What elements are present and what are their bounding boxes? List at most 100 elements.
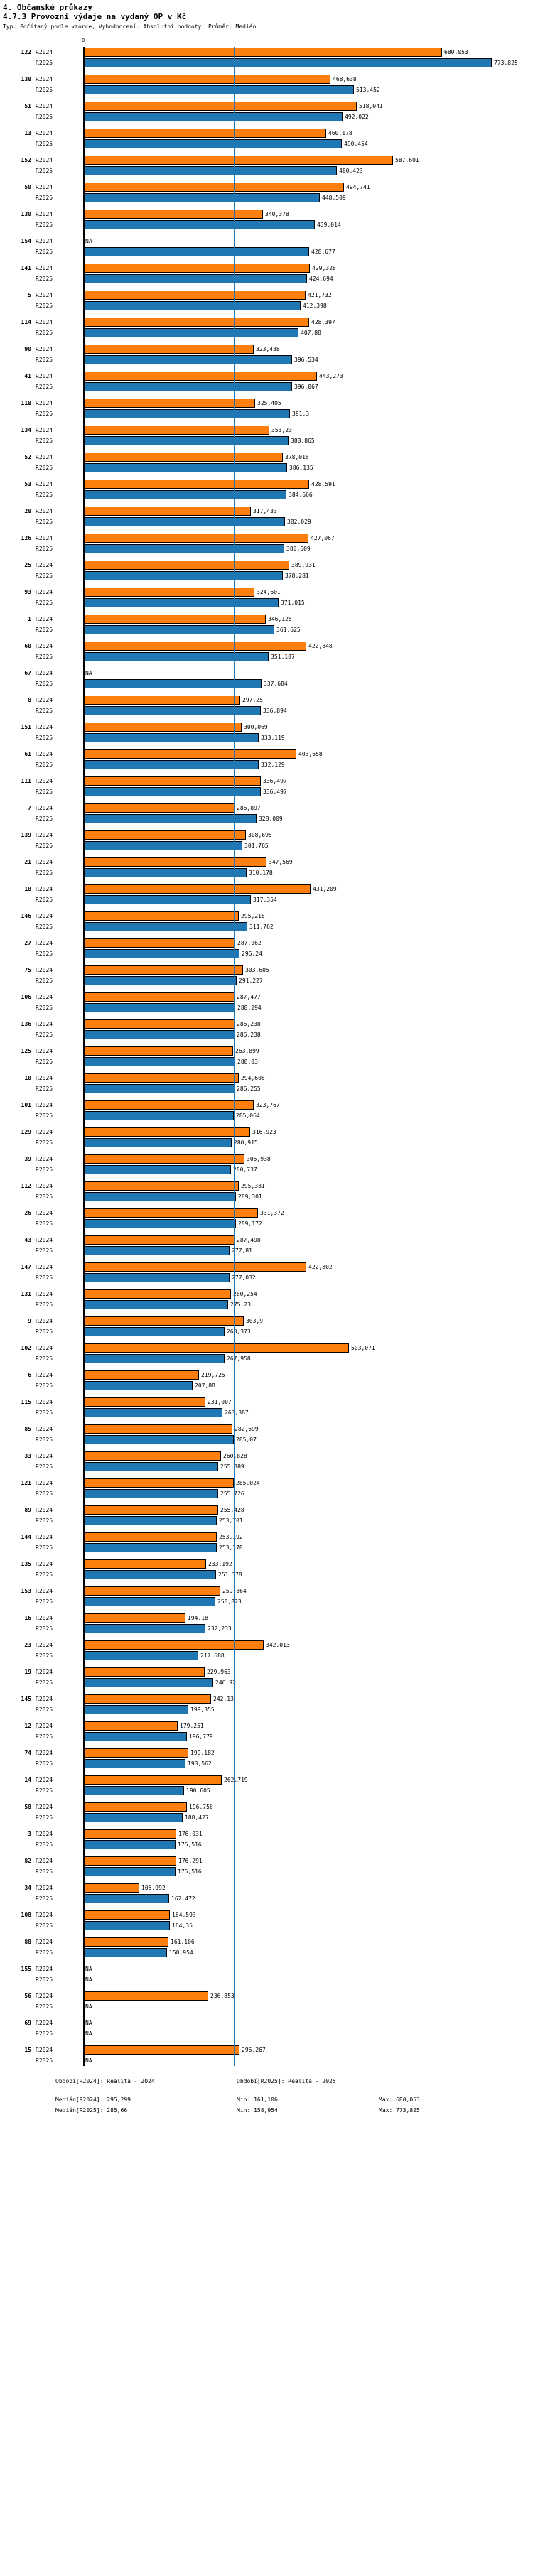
table-row[interactable]: 56 R2024 236,853: [0, 1991, 533, 2001]
table-row[interactable]: 12 R2024 179,251: [0, 1721, 533, 1731]
bar[interactable]: [83, 436, 289, 445]
table-row[interactable]: 152 R2024 587,601: [0, 155, 533, 166]
table-row[interactable]: R2025 288,294: [0, 1002, 533, 1013]
bar[interactable]: [83, 1424, 232, 1434]
table-row[interactable]: R2025 301,765: [0, 840, 533, 851]
bar[interactable]: [83, 1721, 178, 1731]
bar[interactable]: [83, 399, 255, 408]
bar[interactable]: [83, 85, 354, 94]
table-row[interactable]: 27 R2024 287,962: [0, 938, 533, 948]
table-row[interactable]: R2025 267,958: [0, 1353, 533, 1364]
bar[interactable]: [83, 561, 289, 570]
bar[interactable]: [83, 1111, 234, 1120]
table-row[interactable]: R2025 175,516: [0, 1839, 533, 1850]
bar[interactable]: [83, 733, 259, 742]
table-row[interactable]: 15 R2024 296,267: [0, 2045, 533, 2055]
table-row[interactable]: R2025 277,81: [0, 1245, 533, 1256]
bar[interactable]: [83, 1138, 232, 1147]
bar[interactable]: [83, 1219, 236, 1228]
bar[interactable]: [83, 48, 442, 57]
table-row[interactable]: 6 R2024 219,725: [0, 1370, 533, 1380]
bar[interactable]: [83, 1030, 235, 1039]
bar[interactable]: [83, 1192, 236, 1201]
table-row[interactable]: R2025 158,954: [0, 1947, 533, 1958]
bar[interactable]: [83, 1057, 235, 1066]
bar[interactable]: [83, 1559, 206, 1569]
bar[interactable]: [83, 1991, 208, 2001]
table-row[interactable]: R2025 407,88: [0, 328, 533, 338]
bar[interactable]: [83, 598, 279, 607]
table-row[interactable]: R2025 492,022: [0, 112, 533, 122]
bar[interactable]: [83, 696, 240, 705]
table-row[interactable]: 131 R2024 280,254: [0, 1289, 533, 1299]
bar[interactable]: [83, 1343, 349, 1353]
bar[interactable]: [83, 480, 309, 489]
table-row[interactable]: R2025 396,067: [0, 381, 533, 392]
bar[interactable]: [83, 156, 393, 165]
bar[interactable]: [83, 1073, 239, 1083]
table-row[interactable]: 60 R2024 422,848: [0, 641, 533, 651]
table-row[interactable]: R2025 412,398: [0, 301, 533, 311]
table-row[interactable]: R2025 162,472: [0, 1893, 533, 1904]
bar[interactable]: [83, 1532, 217, 1542]
bar[interactable]: [83, 2045, 239, 2055]
bar[interactable]: [83, 1316, 244, 1326]
table-row[interactable]: R2025 251,378: [0, 1569, 533, 1580]
bar[interactable]: [83, 1154, 244, 1164]
bar[interactable]: [83, 328, 298, 337]
table-row[interactable]: R2025 255,389: [0, 1461, 533, 1472]
table-row[interactable]: R2025 NA: [0, 2055, 533, 2066]
table-row[interactable]: 13 R2024 460,178: [0, 128, 533, 139]
bar[interactable]: [83, 264, 310, 273]
table-row[interactable]: 25 R2024 389,931: [0, 560, 533, 570]
table-row[interactable]: 112 R2024 295,381: [0, 1181, 533, 1191]
bar[interactable]: [83, 1003, 235, 1012]
table-row[interactable]: 41 R2024 443,273: [0, 371, 533, 381]
bar[interactable]: [83, 1370, 199, 1380]
table-row[interactable]: 126 R2024 427,067: [0, 533, 533, 543]
table-row[interactable]: R2025 378,281: [0, 570, 533, 581]
table-row[interactable]: R2025 196,779: [0, 1731, 533, 1742]
table-row[interactable]: 53 R2024 428,591: [0, 479, 533, 489]
table-row[interactable]: 61 R2024 403,658: [0, 749, 533, 759]
bar[interactable]: [83, 490, 286, 499]
table-row[interactable]: R2025 288,03: [0, 1056, 533, 1067]
bar[interactable]: [83, 1613, 185, 1623]
bar[interactable]: [83, 868, 247, 877]
table-row[interactable]: R2025 382,029: [0, 516, 533, 527]
table-row[interactable]: R2025 333,119: [0, 732, 533, 743]
table-row[interactable]: 154 R2024 NA: [0, 236, 533, 247]
bar[interactable]: [83, 1910, 170, 1920]
bar[interactable]: [83, 652, 269, 661]
table-row[interactable]: 39 R2024 305,938: [0, 1154, 533, 1164]
bar[interactable]: [83, 112, 343, 121]
table-row[interactable]: R2025 336,894: [0, 705, 533, 716]
bar[interactable]: [83, 534, 308, 543]
table-row[interactable]: 93 R2024 324,601: [0, 587, 533, 597]
table-row[interactable]: 85 R2024 282,699: [0, 1424, 533, 1434]
table-row[interactable]: 75 R2024 303,605: [0, 965, 533, 975]
table-row[interactable]: R2025 NA: [0, 1974, 533, 1985]
table-row[interactable]: 88 R2024 161,106: [0, 1937, 533, 1947]
table-row[interactable]: 147 R2024 422,802: [0, 1262, 533, 1272]
table-row[interactable]: 52 R2024 378,016: [0, 452, 533, 462]
table-row[interactable]: 139 R2024 308,695: [0, 830, 533, 840]
bar[interactable]: [83, 274, 307, 283]
table-row[interactable]: R2025 388,865: [0, 435, 533, 446]
table-row[interactable]: 26 R2024 331,372: [0, 1208, 533, 1218]
bar[interactable]: [83, 247, 309, 256]
bar[interactable]: [83, 1489, 218, 1498]
bar[interactable]: [83, 965, 243, 975]
table-row[interactable]: 69 R2024 NA: [0, 2018, 533, 2028]
bar[interactable]: [83, 193, 320, 202]
table-row[interactable]: 138 R2024 468,638: [0, 74, 533, 85]
table-row[interactable]: 33 R2024 260,828: [0, 1451, 533, 1461]
table-row[interactable]: R2025 337,684: [0, 678, 533, 689]
table-row[interactable]: 130 R2024 340,378: [0, 209, 533, 220]
bar[interactable]: [83, 1246, 230, 1255]
bar[interactable]: [83, 1748, 188, 1758]
bar[interactable]: [83, 1867, 176, 1876]
bar[interactable]: [83, 301, 301, 310]
table-row[interactable]: R2025 277,032: [0, 1272, 533, 1283]
bar[interactable]: [83, 1505, 218, 1515]
